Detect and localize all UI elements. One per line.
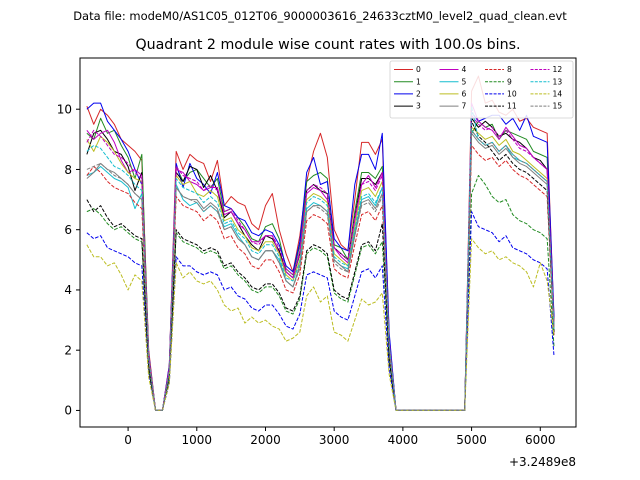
legend-label-8: 8 bbox=[507, 65, 512, 74]
y-tick-label: 8 bbox=[64, 163, 72, 177]
legend-label-4: 4 bbox=[462, 65, 467, 74]
legend-label-13: 13 bbox=[553, 77, 563, 86]
legend-frame bbox=[389, 60, 574, 119]
series-line-10 bbox=[86, 211, 555, 411]
legend-label-2: 2 bbox=[416, 90, 421, 99]
y-tick-label: 10 bbox=[57, 103, 72, 117]
x-tick-label: 3000 bbox=[319, 433, 350, 447]
legend-label-14: 14 bbox=[553, 90, 563, 99]
legend-label-11: 11 bbox=[507, 102, 517, 111]
legend-label-10: 10 bbox=[507, 90, 517, 99]
legend-label-5: 5 bbox=[462, 77, 467, 86]
x-axis-offset-label: +3.2489e8 bbox=[509, 455, 576, 469]
y-tick-label: 6 bbox=[64, 223, 72, 237]
legend-label-3: 3 bbox=[416, 102, 421, 111]
x-tick-label: 5000 bbox=[456, 433, 487, 447]
legend-label-12: 12 bbox=[553, 65, 563, 74]
x-tick-label: 4000 bbox=[388, 433, 419, 447]
suptitle: Data file: modeM0/AS1C05_012T06_90000036… bbox=[73, 9, 567, 23]
x-tick-label: 1000 bbox=[182, 433, 213, 447]
legend-label-1: 1 bbox=[416, 77, 421, 86]
x-axis: 0 1000 2000 3000 4000 5000 6000 bbox=[124, 427, 556, 447]
chart-title: Quadrant 2 module wise count rates with … bbox=[135, 37, 520, 53]
y-tick-label: 0 bbox=[64, 404, 72, 418]
x-tick-label: 2000 bbox=[250, 433, 281, 447]
series-line-13 bbox=[86, 105, 555, 411]
y-axis: 0 2 4 6 8 10 bbox=[57, 103, 80, 418]
legend-label-6: 6 bbox=[462, 90, 467, 99]
legend-label-7: 7 bbox=[462, 102, 467, 111]
legend-label-0: 0 bbox=[416, 65, 421, 74]
legend-label-9: 9 bbox=[507, 77, 512, 86]
legend-label-15: 15 bbox=[553, 102, 563, 111]
x-tick-label: 0 bbox=[124, 433, 132, 447]
y-tick-label: 2 bbox=[64, 343, 72, 357]
y-tick-label: 4 bbox=[64, 283, 72, 297]
x-tick-label: 6000 bbox=[525, 433, 556, 447]
plot-frame bbox=[79, 57, 577, 428]
series-line-14 bbox=[86, 238, 555, 411]
